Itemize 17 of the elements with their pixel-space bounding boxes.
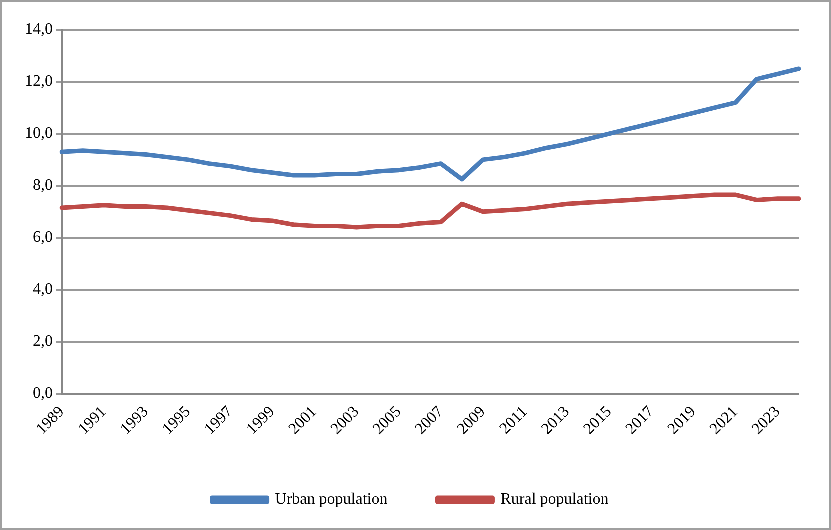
y-tick-label: 6,0: [33, 229, 53, 246]
y-tick-label: 4,0: [33, 281, 53, 298]
x-tick-label: 2001: [286, 403, 320, 438]
y-tick-label: 10,0: [25, 125, 53, 142]
x-tick-label: 1991: [75, 403, 110, 438]
x-tick-label: 1993: [117, 403, 152, 438]
y-tick-label: 2,0: [33, 333, 53, 350]
y-tick-label: 8,0: [33, 177, 53, 194]
y-tick-label: 14,0: [25, 21, 53, 38]
x-tick-label: 1989: [33, 403, 68, 438]
x-tick-label: 1999: [244, 403, 278, 438]
y-tick-label: 12,0: [25, 73, 53, 90]
legend-label: Rural population: [500, 491, 609, 508]
x-tick-label: 2021: [706, 403, 742, 438]
legend-label: Urban population: [275, 491, 388, 508]
y-tick-label: 0,0: [33, 385, 53, 402]
x-tick-label: 2011: [496, 403, 532, 438]
